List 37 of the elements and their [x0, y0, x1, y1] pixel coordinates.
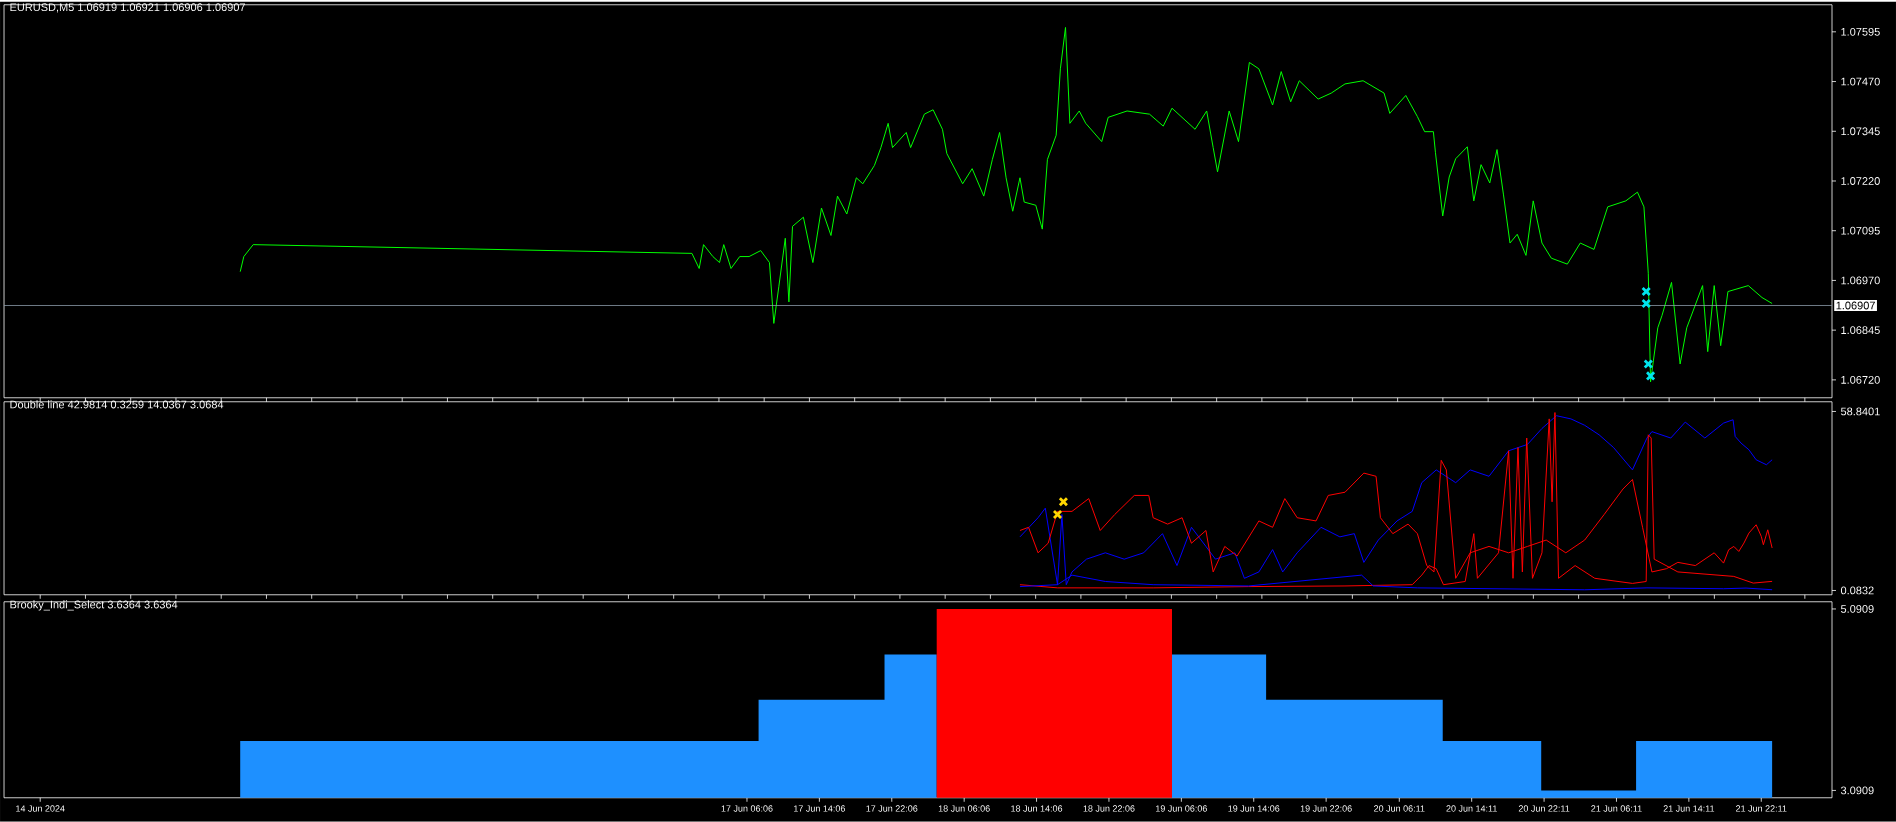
y-tick-label: 1.07595: [1841, 28, 1880, 36]
y-tick-label: 5.0909: [1840, 605, 1874, 613]
y-tick-label: 1.06970: [1841, 276, 1880, 285]
chart-title: Double line 42.9814 0.3259 14.0367 3.0684: [10, 400, 224, 409]
x-tick-label: 20 Jun 22:11: [1518, 805, 1570, 812]
point: [1646, 371, 1656, 381]
x-tick-label: 18 Jun 14:06: [1011, 805, 1063, 812]
point: [1641, 299, 1651, 309]
x-tick-label: 20 Jun 14:11: [1446, 805, 1497, 812]
y-tick-label: 58.8401: [1840, 407, 1880, 416]
x-tick-label: 19 Jun 22:06: [1300, 805, 1352, 812]
x-tick-label: 19 Jun 06:06: [1156, 805, 1207, 812]
line-series: [239, 27, 1773, 383]
x-tick-label: 17 Jun 22:06: [866, 805, 918, 812]
point: [1641, 287, 1651, 297]
y-tick-label: 1.07345: [1841, 127, 1880, 136]
chart-title: EURUSD,M5 1.06919 1.06921 1.06906 1.06907: [10, 3, 245, 13]
x-tick-label: 19 Jun 14:06: [1228, 805, 1280, 812]
x-tick-label: 17 Jun 14:06: [794, 805, 845, 812]
x-tick-label: 21 Jun 14:11: [1663, 805, 1715, 812]
y-tick-label: 1.07470: [1841, 77, 1880, 86]
x-tick-label: 17 Jun 06:06: [721, 805, 773, 812]
y-tick-label: 0.0832: [1840, 586, 1874, 595]
x-tick-label: 18 Jun 22:06: [1083, 805, 1135, 812]
y-tick-label: 3.0909: [1840, 786, 1874, 795]
x-tick-label: 20 Jun 06:11: [1374, 805, 1425, 812]
y-tick-label: 1.07220: [1841, 177, 1880, 185]
y-tick-label: 1.06720: [1841, 376, 1880, 384]
x-tick-label: 14 Jun 2024: [16, 805, 65, 812]
point: [1643, 359, 1653, 369]
x-tick-label: 21 Jun 06:11: [1591, 805, 1642, 812]
x-tick-label: 18 Jun 06:06: [938, 805, 990, 812]
x-tick-label: 21 Jun 22:11: [1736, 805, 1787, 812]
chart-title: Brooky_Indi_Select 3.6364 3.6364: [10, 600, 178, 611]
y-tick-label: 1.06845: [1841, 326, 1880, 335]
ref-line-label: 1.06907: [1836, 301, 1875, 310]
y-tick-label: 1.07095: [1841, 226, 1880, 235]
